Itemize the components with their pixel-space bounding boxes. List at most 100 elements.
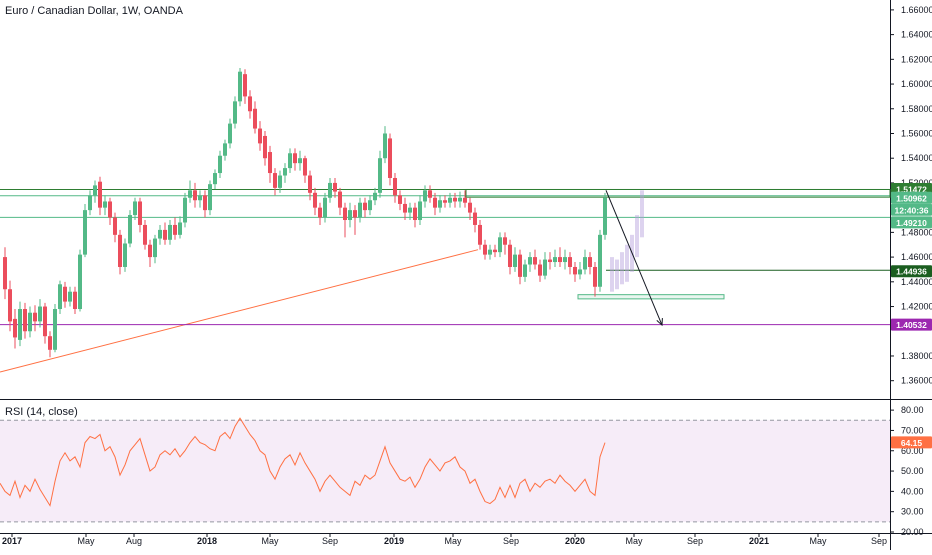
candle-body bbox=[513, 254, 517, 267]
candle-body bbox=[363, 202, 367, 211]
candle-body bbox=[38, 306, 42, 322]
countdown-label-bg bbox=[891, 203, 932, 216]
candle-body bbox=[558, 257, 562, 263]
candle-body bbox=[313, 192, 317, 208]
price-tick-label: 1.62000 bbox=[901, 54, 932, 64]
candle-body bbox=[98, 181, 102, 208]
candle-body bbox=[378, 158, 382, 193]
candle-body bbox=[8, 289, 12, 322]
candle-body bbox=[13, 318, 17, 338]
candle-body bbox=[283, 168, 287, 176]
candle-body bbox=[113, 217, 117, 235]
candle-body bbox=[58, 284, 62, 310]
candle-body bbox=[588, 257, 592, 267]
price-tick-label: 1.46000 bbox=[901, 252, 932, 262]
candle-body bbox=[103, 201, 107, 208]
candle-body bbox=[178, 222, 182, 235]
price-tick-label: 1.64000 bbox=[901, 30, 932, 40]
candle-body bbox=[118, 234, 122, 267]
price-tick-label: 1.36000 bbox=[901, 376, 932, 386]
candle-body bbox=[43, 306, 47, 337]
candle-body bbox=[273, 173, 277, 188]
candle-body bbox=[323, 197, 327, 218]
rsi-tick-label: 40.00 bbox=[901, 486, 924, 496]
candle-body bbox=[163, 229, 167, 240]
rsi-tick-label: 50.00 bbox=[901, 466, 924, 476]
forecast-arrow-head bbox=[656, 318, 663, 327]
rsi-title: RSI (14, close) bbox=[5, 406, 78, 418]
time-tick-label: Sep bbox=[322, 536, 338, 546]
candle-body bbox=[168, 224, 172, 240]
candle-body bbox=[533, 257, 537, 265]
candle-body bbox=[78, 254, 82, 310]
candle-body bbox=[198, 195, 202, 201]
candle-body bbox=[143, 224, 147, 245]
candle-body bbox=[188, 190, 192, 198]
candle-body bbox=[553, 257, 557, 263]
candle-body bbox=[33, 312, 37, 322]
candle-body bbox=[408, 207, 412, 213]
projection-bar bbox=[640, 190, 644, 238]
candle-body bbox=[63, 286, 67, 302]
rsi-tick-label: 30.00 bbox=[901, 507, 924, 517]
time-tick-label: Aug bbox=[126, 536, 142, 546]
candle-body bbox=[213, 173, 217, 185]
candle-body bbox=[538, 264, 542, 276]
candle-body bbox=[68, 291, 72, 302]
price-tick-label: 1.38000 bbox=[901, 351, 932, 361]
candle-body bbox=[388, 138, 392, 178]
candle-body bbox=[318, 207, 322, 218]
time-tick-label: May bbox=[261, 536, 279, 546]
candle-body bbox=[218, 155, 222, 174]
candle-body bbox=[578, 269, 582, 275]
candle-body bbox=[23, 309, 27, 332]
candle-body bbox=[148, 244, 152, 258]
candle-body bbox=[28, 312, 32, 332]
candle-body bbox=[193, 190, 197, 201]
rsi-line bbox=[0, 417, 606, 507]
chart-title: Euro / Canadian Dollar, 1W, OANDA bbox=[5, 5, 183, 17]
forecast-arrow-line bbox=[605, 190, 663, 326]
price-tick-label: 1.42000 bbox=[901, 302, 932, 312]
candle-body bbox=[508, 244, 512, 267]
candle-body bbox=[268, 152, 272, 174]
rsi-tick-label: 80.00 bbox=[901, 405, 924, 415]
time-tick-label: May bbox=[77, 536, 95, 546]
candle-body bbox=[603, 197, 607, 235]
candle-body bbox=[583, 257, 587, 270]
level-label: 1.51472 bbox=[896, 184, 927, 194]
candle-body bbox=[418, 201, 422, 221]
level-label-bg bbox=[891, 318, 932, 331]
candle-body bbox=[473, 212, 477, 225]
candle-body bbox=[123, 243, 127, 267]
price-tick-label: 1.44000 bbox=[901, 277, 932, 287]
candle-body bbox=[248, 96, 252, 112]
candle-body bbox=[3, 257, 7, 290]
candle-body bbox=[128, 215, 132, 244]
candle-body bbox=[238, 71, 242, 102]
time-tick-label: Sep bbox=[687, 536, 703, 546]
time-tick-label: 2018 bbox=[197, 536, 217, 546]
time-tick-label: 2019 bbox=[384, 536, 404, 546]
candle-body bbox=[573, 266, 577, 275]
candle-body bbox=[353, 210, 357, 218]
candle-body bbox=[258, 128, 262, 144]
candle-body bbox=[503, 237, 507, 245]
time-tick-label: 2021 bbox=[749, 536, 769, 546]
candle-body bbox=[48, 336, 52, 350]
candle-body bbox=[53, 309, 57, 350]
candle-body bbox=[73, 291, 77, 310]
candle-body bbox=[448, 197, 452, 203]
candle-body bbox=[493, 249, 497, 253]
candle-body bbox=[333, 182, 337, 192]
rsi-tick-label: 70.00 bbox=[901, 425, 924, 435]
candle-body bbox=[263, 135, 267, 159]
candle-body bbox=[358, 202, 362, 218]
level-label: 1.40532 bbox=[896, 320, 927, 330]
candle-body bbox=[183, 197, 187, 223]
candle-body bbox=[233, 101, 237, 124]
candle-body bbox=[203, 195, 207, 211]
candle-body bbox=[383, 133, 387, 159]
candle-body bbox=[83, 210, 87, 255]
